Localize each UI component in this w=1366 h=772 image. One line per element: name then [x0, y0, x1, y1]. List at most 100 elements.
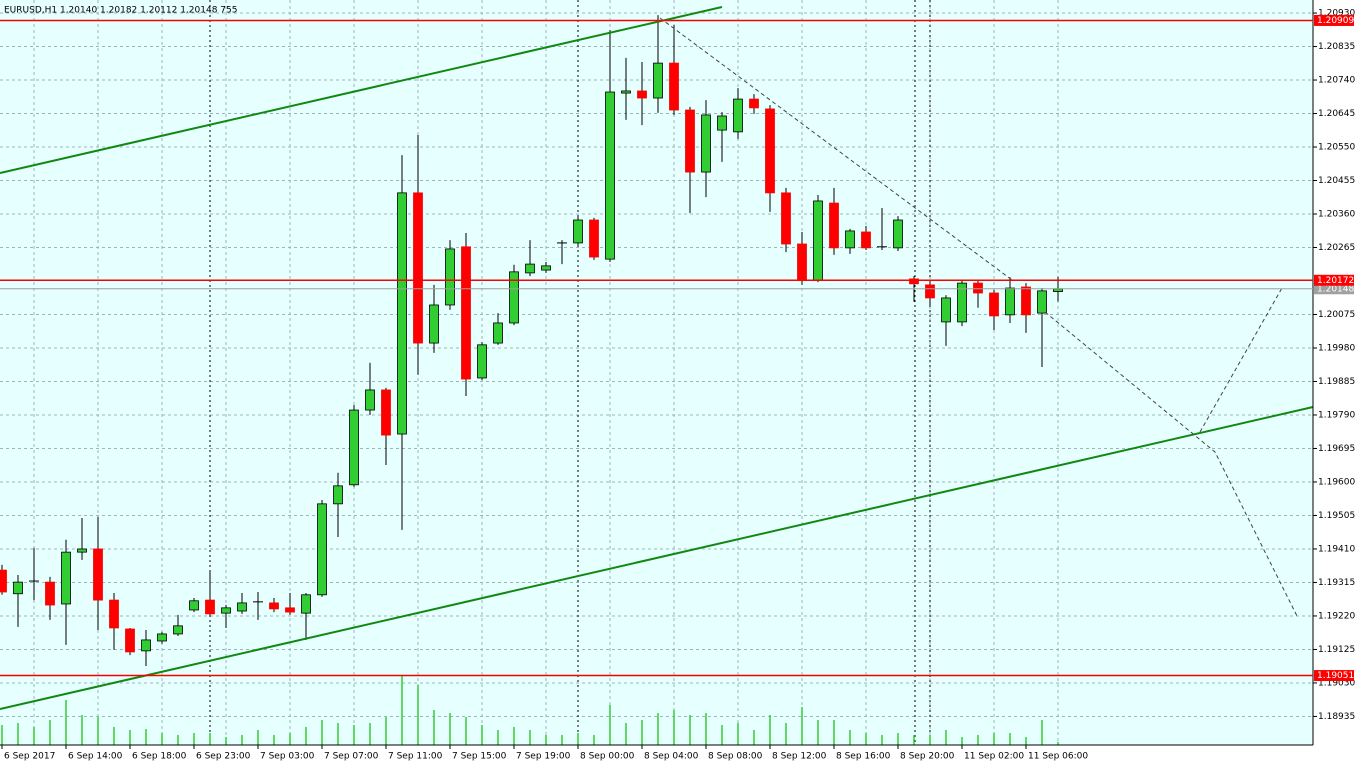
candle-body	[445, 248, 455, 306]
y-tick-label: 1.18935	[1318, 712, 1355, 722]
marks	[0, 15, 1063, 745]
y-tick-label: 1.19600	[1318, 477, 1355, 487]
candle-body	[237, 602, 247, 612]
candle-body	[797, 243, 807, 281]
candle-body	[653, 62, 663, 99]
candle-body	[685, 109, 695, 173]
x-tick-label: 8 Sep 16:00	[836, 752, 891, 762]
candle-body	[749, 98, 759, 109]
level-label: 1.19051	[1317, 671, 1354, 681]
candle-body	[925, 284, 935, 299]
candle-body	[765, 108, 775, 194]
projection-line	[1044, 311, 1299, 619]
y-tick-label: 1.19695	[1318, 444, 1355, 454]
candle-body	[13, 581, 23, 595]
y-tick-label: 1.19410	[1318, 544, 1355, 554]
level-label: 1.20172	[1317, 276, 1354, 286]
candle-body	[1021, 286, 1031, 316]
y-tick-label: 1.20360	[1318, 210, 1355, 220]
candle-body	[109, 599, 119, 629]
x-tick-label: 8 Sep 20:00	[900, 752, 955, 762]
candle-body	[845, 230, 855, 249]
x-tick-label: 8 Sep 04:00	[644, 752, 699, 762]
y-tick-label: 1.19980	[1318, 343, 1355, 353]
y-tick-label: 1.20930	[1318, 9, 1355, 19]
candle-body	[701, 114, 711, 173]
x-tick-label: 6 Sep 2017	[4, 752, 55, 762]
candle-body	[1005, 287, 1015, 316]
x-tick-label: 7 Sep 03:00	[260, 752, 315, 762]
y-tick-label: 1.20075	[1318, 310, 1355, 320]
grid	[0, 0, 1313, 745]
x-tick-label: 8 Sep 12:00	[772, 752, 827, 762]
candle-body	[829, 202, 839, 249]
y-tick-label: 1.20835	[1318, 42, 1355, 52]
candle-body	[589, 219, 599, 258]
level-label-box	[1314, 670, 1354, 682]
candle-body	[525, 263, 535, 274]
candle-body	[429, 304, 439, 344]
candle-body	[61, 551, 71, 605]
candle-body	[221, 607, 231, 614]
x-tick-label: 6 Sep 14:00	[68, 752, 123, 762]
candle-body	[989, 292, 999, 317]
x-tick-label: 7 Sep 19:00	[516, 752, 571, 762]
candle-body	[413, 192, 423, 344]
y-tick-label: 1.20455	[1318, 176, 1355, 186]
x-tick-label: 7 Sep 11:00	[388, 752, 443, 762]
y-tick-label: 1.20550	[1318, 143, 1355, 153]
trend-line	[0, 406, 1314, 710]
candle-body	[637, 90, 647, 99]
x-tick-label: 11 Sep 02:00	[964, 752, 1024, 762]
level-label: 1.20909	[1317, 16, 1354, 26]
candle-body	[861, 231, 871, 249]
candle-body	[717, 115, 727, 131]
y-tick-label: 1.20645	[1318, 109, 1355, 119]
candle-body	[157, 633, 167, 642]
level-label-box	[1314, 14, 1354, 26]
trend-line	[0, 6, 723, 174]
candle-body	[893, 219, 903, 249]
x-tick-label: 6 Sep 23:00	[196, 752, 251, 762]
candle-body	[909, 278, 919, 285]
bid-label: 1.20148	[1317, 284, 1354, 294]
candle-body	[381, 389, 391, 436]
candle-body	[173, 625, 183, 635]
x-tick-label: 11 Sep 06:00	[1028, 752, 1088, 762]
candle-body	[93, 548, 103, 601]
candle-body	[541, 265, 551, 271]
x-tick-label: 7 Sep 15:00	[452, 752, 507, 762]
candle-body	[397, 192, 407, 435]
candle-body	[365, 389, 375, 411]
candle-body	[189, 600, 199, 611]
candle-body	[781, 192, 791, 245]
x-tick-label: 8 Sep 00:00	[580, 752, 635, 762]
candle-body	[573, 219, 583, 244]
candle-body	[333, 485, 343, 505]
candle-body	[509, 271, 519, 324]
x-tick-label: 6 Sep 18:00	[132, 752, 187, 762]
y-tick-label: 1.19505	[1318, 511, 1355, 521]
y-tick-label: 1.19220	[1318, 611, 1355, 621]
candle-body	[941, 297, 951, 323]
candle-body	[493, 322, 503, 344]
y-tick-label: 1.19885	[1318, 377, 1355, 387]
candle-body	[621, 90, 631, 94]
bid-label-box	[1314, 283, 1354, 295]
x-tick-label: 8 Sep 08:00	[708, 752, 763, 762]
candle-body	[285, 607, 295, 613]
candle-body	[1037, 290, 1047, 314]
candle-body	[669, 62, 679, 111]
price-axis	[1313, 0, 1366, 768]
candle-body	[317, 503, 327, 596]
y-tick-label: 1.19790	[1318, 410, 1355, 420]
candle-body	[605, 91, 615, 260]
candle-body	[77, 548, 87, 553]
candle-body	[141, 639, 151, 652]
candle-body	[973, 282, 983, 294]
y-tick-label: 1.19315	[1318, 578, 1355, 588]
candle-body	[0, 569, 7, 593]
candle-body	[45, 581, 55, 606]
chart-title: EURUSD,H1 1.20140 1.20182 1.20112 1.2014…	[4, 6, 237, 16]
